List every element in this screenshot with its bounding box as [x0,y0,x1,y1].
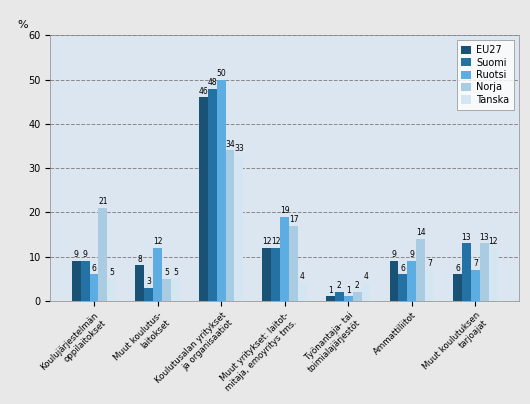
Bar [135,265,144,301]
Bar [90,274,99,301]
Text: 9: 9 [409,250,414,259]
Bar [480,243,489,301]
Text: 5: 5 [164,268,169,277]
Bar [425,270,434,301]
Text: 9: 9 [392,250,396,259]
Text: 6: 6 [455,263,460,273]
Bar [489,248,498,301]
Bar [162,279,171,301]
Text: 5: 5 [173,268,178,277]
Text: 4: 4 [364,272,368,282]
Bar [208,88,217,301]
Text: 5: 5 [109,268,114,277]
Text: 17: 17 [289,215,298,224]
Text: %: % [17,20,28,30]
Text: 21: 21 [98,197,108,206]
Bar [344,297,352,301]
Bar [471,270,480,301]
Text: 4: 4 [300,272,305,282]
Bar [153,248,162,301]
Text: 33: 33 [234,144,244,153]
Text: 12: 12 [489,237,498,246]
Text: 50: 50 [216,69,226,78]
Text: 13: 13 [462,233,471,242]
Text: 6: 6 [401,263,405,273]
Bar [108,279,116,301]
Bar [390,261,399,301]
Text: 2: 2 [355,281,359,290]
Text: 3: 3 [146,277,151,286]
Text: 1: 1 [328,286,333,295]
Text: 9: 9 [83,250,87,259]
Text: 14: 14 [416,228,426,237]
Text: 19: 19 [280,206,289,215]
Text: 48: 48 [207,78,217,87]
Text: 12: 12 [271,237,280,246]
Bar [271,248,280,301]
Bar [326,297,335,301]
Bar [462,243,471,301]
Bar [72,261,81,301]
Text: 6: 6 [92,263,96,273]
Bar [298,283,307,301]
Bar [81,261,90,301]
Bar [144,288,153,301]
Text: 7: 7 [473,259,478,268]
Bar [361,283,370,301]
Bar [199,97,208,301]
Text: 12: 12 [153,237,162,246]
Text: 12: 12 [262,237,272,246]
Bar [289,226,298,301]
Text: 34: 34 [225,140,235,149]
Bar [217,80,226,301]
Bar [453,274,462,301]
Bar [262,248,271,301]
Text: 8: 8 [137,255,142,264]
Text: 2: 2 [337,281,342,290]
Legend: EU27, Suomi, Ruotsi, Norja, Tanska: EU27, Suomi, Ruotsi, Norja, Tanska [457,40,514,110]
Bar [171,279,180,301]
Bar [416,239,425,301]
Bar [352,292,361,301]
Bar [335,292,344,301]
Text: 1: 1 [346,286,351,295]
Bar [399,274,408,301]
Bar [99,208,108,301]
Bar [408,261,416,301]
Text: 7: 7 [427,259,432,268]
Text: 13: 13 [480,233,489,242]
Bar [226,150,234,301]
Text: 46: 46 [198,86,208,96]
Bar [280,217,289,301]
Text: 9: 9 [74,250,78,259]
Bar [234,155,243,301]
